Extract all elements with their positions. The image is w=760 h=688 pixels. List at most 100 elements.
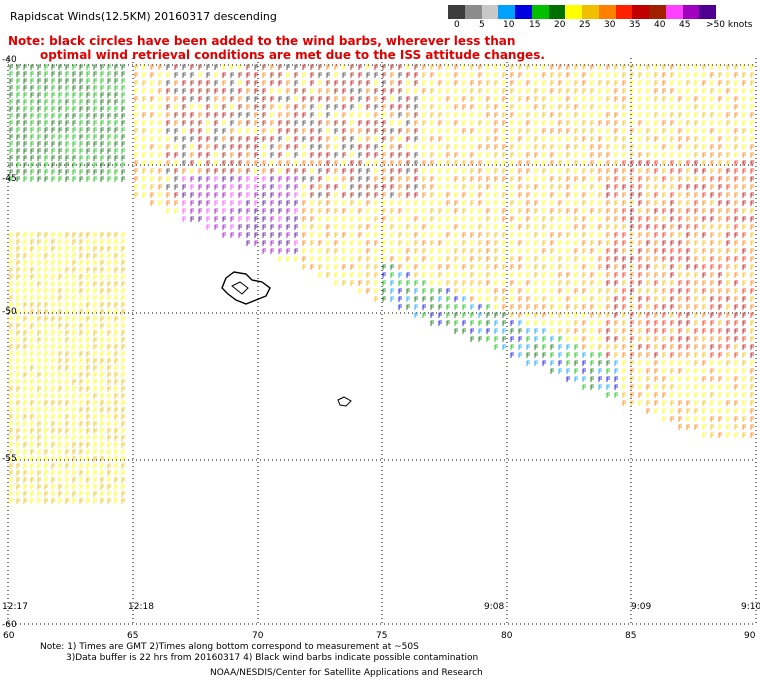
wind-barb (44, 148, 48, 154)
wind-barb (702, 400, 706, 406)
wind-barb (190, 208, 194, 214)
wind-barb (302, 224, 306, 230)
wind-barb (542, 200, 546, 206)
wind-barb (670, 328, 674, 334)
wind-barb (478, 136, 482, 142)
wind-barb (670, 416, 674, 422)
wind-barb (390, 272, 394, 278)
wind-barb (526, 272, 530, 278)
wind-barb (414, 272, 418, 278)
wind-barb (742, 296, 746, 302)
wind-barb (366, 64, 370, 70)
wind-barb (478, 280, 482, 286)
wind-barb (334, 144, 338, 150)
wind-barb (342, 240, 346, 246)
wind-barb (630, 184, 634, 190)
wind-barb (72, 372, 76, 378)
wind-barb (478, 312, 482, 318)
wind-barb (72, 162, 76, 168)
wind-barb (93, 330, 97, 336)
wind-barb (678, 328, 682, 334)
wind-barb (44, 323, 48, 329)
wind-barb (574, 88, 578, 94)
wind-barb (470, 288, 474, 294)
wind-barb (646, 288, 650, 294)
wind-barb (86, 470, 90, 476)
wind-barb (566, 312, 570, 318)
lon-label-80: 80 (501, 631, 513, 641)
wind-barb (79, 239, 83, 245)
wind-barb (30, 470, 34, 476)
wind-barb (574, 272, 578, 278)
wind-barb (718, 112, 722, 118)
wind-barb (121, 281, 125, 287)
wind-barb (654, 360, 658, 366)
wind-barb (398, 128, 402, 134)
wind-barb (518, 224, 522, 230)
wind-barb (37, 141, 41, 147)
wind-barb (614, 248, 618, 254)
wind-barb (93, 253, 97, 259)
wind-barb (486, 328, 490, 334)
wind-barb (334, 272, 338, 278)
wind-barb (590, 192, 594, 198)
wind-barb (414, 280, 418, 286)
wind-barb (526, 96, 530, 102)
wind-barb (694, 184, 698, 190)
wind-barb (678, 200, 682, 206)
wind-barb (158, 192, 162, 198)
wind-barb (430, 264, 434, 270)
wind-barb (174, 136, 178, 142)
wind-barb (742, 216, 746, 222)
wind-barb (30, 302, 34, 308)
wind-barb (150, 144, 154, 150)
wind-barb (86, 456, 90, 462)
wind-barb (93, 477, 97, 483)
wind-barb (694, 88, 698, 94)
wind-barb (550, 368, 554, 374)
wind-barb (166, 192, 170, 198)
wind-barb (72, 323, 76, 329)
wind-barb (678, 168, 682, 174)
wind-barb (246, 144, 250, 150)
scale-label-2: 10 (503, 20, 515, 30)
wind-barb (678, 216, 682, 222)
wind-barb (734, 328, 738, 334)
wind-barb (86, 435, 90, 441)
wind-barb (100, 302, 104, 308)
wind-barb (390, 264, 394, 270)
wind-barb (670, 88, 674, 94)
wind-barb (374, 184, 378, 190)
wind-barb (462, 264, 466, 270)
wind-barb (16, 330, 20, 336)
wind-barb (558, 352, 562, 358)
wind-barb (44, 113, 48, 119)
wind-barb (742, 264, 746, 270)
wind-barb (638, 120, 642, 126)
wind-barb (278, 112, 282, 118)
wind-barb (646, 304, 650, 310)
wind-barb (294, 152, 298, 158)
wind-barb (606, 120, 610, 126)
wind-barb (9, 407, 13, 413)
wind-barb (598, 120, 602, 126)
wind-barb (23, 477, 27, 483)
wind-barb (254, 224, 258, 230)
wind-barb (9, 365, 13, 371)
wind-barb (606, 112, 610, 118)
wind-barb (558, 264, 562, 270)
wind-barb (390, 112, 394, 118)
wind-barb (107, 344, 111, 350)
wind-barb (478, 256, 482, 262)
wind-barb (358, 64, 362, 70)
wind-barb (590, 288, 594, 294)
wind-barb (550, 128, 554, 134)
wind-barb (630, 384, 634, 390)
wind-barb (438, 168, 442, 174)
scale-swatch-4 (515, 5, 532, 19)
wind-barb (606, 312, 610, 318)
wind-barb (598, 64, 602, 70)
wind-barb (710, 288, 714, 294)
wind-barb (150, 88, 154, 94)
wind-barb (51, 442, 55, 448)
